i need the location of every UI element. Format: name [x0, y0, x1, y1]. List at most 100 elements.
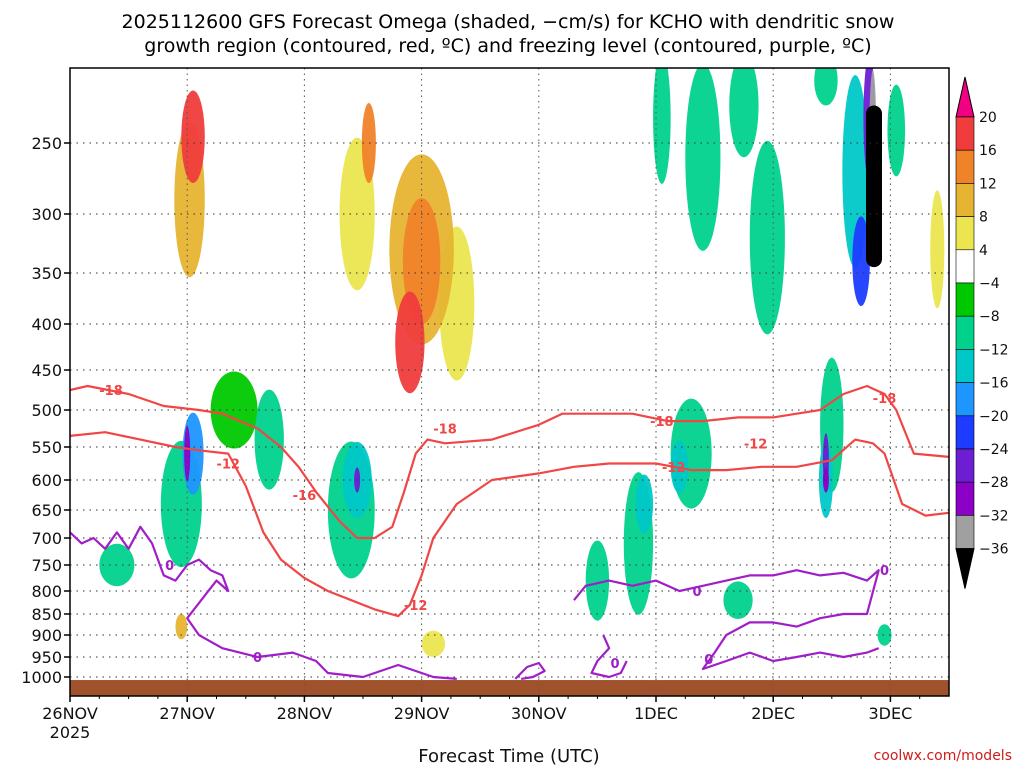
colorbar-label-6: −8 — [979, 309, 1000, 325]
colorbar-label-0: 20 — [979, 110, 997, 126]
y-axis: 250 300 350 400 450 500 550 600 650 700 750 800 850 9… — [21, 134, 70, 687]
omega-blob-14 — [421, 630, 446, 657]
omega-blob-33 — [729, 68, 759, 158]
y-tick-label-350: 350 — [31, 264, 62, 283]
colorbar-label-1: 16 — [979, 143, 997, 159]
y-tick-label-1000: 1000 — [21, 668, 62, 687]
y-tick-label-950: 950 — [31, 648, 62, 667]
credit-text: coolwx.com/models — [874, 748, 1012, 764]
colorbar-bin-7 — [955, 315, 975, 350]
omega-blob-4 — [319, 609, 361, 644]
contour-label-6: -12 — [404, 599, 428, 614]
y-tick-label-850: 850 — [31, 605, 62, 624]
x-axis-year: 2025 — [50, 723, 91, 742]
omega-blob-6 — [477, 168, 495, 354]
omega-blob-20 — [361, 102, 376, 184]
terrain-surface — [70, 680, 949, 696]
omega-blob-15 — [930, 190, 945, 309]
x-tick-label-1dec: 1DEC — [634, 704, 678, 723]
x-tick-label-29nov: 29NOV — [394, 704, 450, 723]
omega-blob-1 — [219, 214, 261, 284]
colorbar-label-2: 12 — [979, 176, 997, 192]
omega-blob-25 — [254, 389, 284, 490]
contour-label-10: 0 — [253, 651, 262, 666]
y-tick-label-700: 700 — [31, 529, 62, 548]
x-tick-label-3dec: 3DEC — [869, 704, 913, 723]
omega-extreme-bar — [865, 105, 882, 268]
colorbar-bin-4 — [955, 415, 975, 450]
contour-label-7: -12 — [662, 461, 686, 476]
contour-minus12-1 — [70, 431, 949, 618]
colorbar-label-3: 8 — [979, 210, 988, 226]
chart-title-line2: growth region (contoured, red, ºC) and f… — [144, 35, 871, 57]
colorbar-bin-1 — [955, 515, 975, 549]
colorbar-label-8: −16 — [979, 376, 1009, 392]
omega-blob-32 — [685, 68, 721, 251]
colorbar-label-11: −28 — [979, 475, 1009, 491]
colorbar-bin-5 — [955, 382, 975, 417]
grid-lines — [70, 68, 949, 696]
y-tick-label-300: 300 — [31, 205, 62, 224]
omega-blob-28 — [585, 540, 610, 621]
omega-blob-5 — [439, 604, 475, 649]
colorbar-label-13: −36 — [979, 542, 1009, 558]
y-tick-label-550: 550 — [31, 438, 62, 457]
omega-blob-36 — [814, 68, 838, 106]
y-tick-label-800: 800 — [31, 582, 62, 601]
omega-blob-9 — [905, 229, 923, 317]
contour-0-3 — [514, 661, 546, 680]
x-tick-label-28nov: 28NOV — [277, 704, 333, 723]
omega-blob-21 — [181, 90, 205, 184]
contour-label-4: -12 — [216, 458, 240, 473]
omega-shading — [99, 68, 945, 662]
y-tick-label-750: 750 — [31, 556, 62, 575]
colorbar-bin-6 — [955, 349, 975, 383]
colorbar-bin-3 — [955, 448, 975, 483]
omega-blob-11 — [916, 644, 935, 662]
y-tick-label-450: 450 — [31, 361, 62, 380]
colorbar-bin-8 — [955, 282, 975, 317]
contour-label-3: -18 — [873, 392, 897, 407]
omega-blob-51 — [822, 467, 829, 493]
x-tick-label-27nov: 27NOV — [159, 704, 215, 723]
omega-blob-22 — [395, 291, 425, 394]
chart-title-line1: 2025112600 GFS Forecast Omega (shaded, −… — [122, 11, 895, 33]
omega-blob-41 — [635, 474, 654, 534]
y-tick-label-650: 650 — [31, 501, 62, 520]
x-tick-label-2dec: 2DEC — [751, 704, 795, 723]
colorbar-label-7: −12 — [979, 342, 1009, 358]
colorbar-label-5: −4 — [979, 276, 1000, 292]
contour-label-9: 0 — [165, 559, 174, 574]
x-axis: 26NOV 27NOV 28NOV 29NOV 30NOV 1DEC 2DEC 3DEC — [42, 696, 921, 723]
colorbar-bin-11 — [955, 183, 975, 217]
y-tick-label-600: 600 — [31, 471, 62, 490]
contour-0-4 — [573, 569, 880, 671]
colorbar-bin-12 — [955, 149, 975, 184]
contour-minus18-0 — [70, 384, 949, 540]
omega-blob-23 — [210, 371, 258, 449]
contour-label-13: 0 — [704, 653, 713, 668]
colorbar-label-10: −24 — [979, 442, 1009, 458]
contour-0-5 — [590, 634, 628, 679]
contour-label-1: -18 — [433, 423, 457, 438]
contour-label-12: 0 — [692, 585, 701, 600]
colorbar-bin-13 — [955, 116, 975, 151]
y-tick-label-400: 400 — [31, 315, 62, 334]
colorbar-label-9: −20 — [979, 409, 1009, 425]
omega-blob-46 — [852, 216, 870, 306]
omega-blob-34 — [749, 140, 785, 335]
omega-blob-10 — [924, 344, 939, 396]
y-tick-label-250: 250 — [31, 134, 62, 153]
colorbar-label-4: 4 — [979, 243, 988, 259]
colorbar-bin-9 — [955, 249, 975, 284]
omega-blob-7 — [746, 344, 765, 396]
x-tick-label-30nov: 30NOV — [511, 704, 567, 723]
colorbar: 20 16 12 8 4 −4 −8 −12 −16 −20 −24 −28 −32 −36 — [955, 76, 1009, 589]
omega-blob-31 — [653, 68, 671, 184]
omega-blob-18 — [175, 613, 188, 640]
contour-label-0: -18 — [99, 384, 123, 399]
colorbar-bin-2 — [955, 481, 975, 516]
colorbar-bottom-arrow — [955, 548, 975, 589]
y-tick-label-900: 900 — [31, 626, 62, 645]
